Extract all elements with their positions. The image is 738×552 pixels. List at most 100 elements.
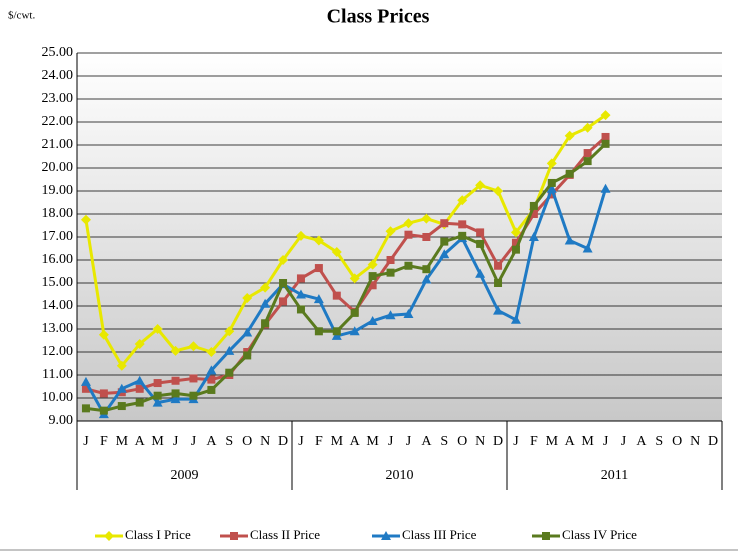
- y-tick-label: 17.00: [42, 229, 74, 244]
- point: [171, 389, 180, 398]
- point: [601, 139, 610, 148]
- x-tick-label: S: [440, 434, 448, 449]
- point: [206, 365, 217, 375]
- point: [547, 190, 556, 199]
- point: [206, 347, 217, 357]
- point: [600, 110, 611, 121]
- x-tick-label: J: [603, 434, 609, 449]
- point: [260, 298, 271, 308]
- x-tick-label: F: [530, 434, 538, 449]
- x-tick-label: J: [83, 434, 89, 449]
- x-tick-label: O: [672, 434, 682, 449]
- legend-label: Class IV Price: [562, 527, 637, 542]
- x-tick-label: F: [100, 434, 108, 449]
- legend-label: Class III Price: [402, 527, 477, 542]
- point: [421, 274, 432, 284]
- series-line: [84, 113, 607, 368]
- point: [476, 228, 485, 237]
- x-tick-label: J: [621, 434, 627, 449]
- x-tick-label: O: [457, 434, 467, 449]
- x-tick-label: M: [331, 434, 344, 449]
- point: [117, 402, 126, 411]
- point: [547, 178, 556, 187]
- point: [494, 279, 503, 287]
- point: [511, 238, 520, 247]
- y-tick-label: 12.00: [42, 344, 74, 359]
- x-tick-label: D: [493, 434, 503, 449]
- x-tick-label: M: [116, 434, 129, 449]
- point: [260, 282, 271, 293]
- x-tick-label: J: [191, 434, 197, 449]
- y-tick-label: 23.00: [42, 91, 74, 106]
- point: [583, 149, 592, 158]
- point: [421, 213, 432, 224]
- point: [528, 232, 539, 241]
- x-tick-label: N: [475, 434, 485, 449]
- point: [582, 243, 593, 253]
- point: [564, 235, 575, 245]
- point: [81, 384, 90, 393]
- x-tick-label: A: [636, 434, 647, 449]
- y-tick-label: 15.00: [42, 275, 74, 290]
- point: [153, 379, 162, 388]
- legend-marker: [230, 532, 238, 540]
- point: [457, 195, 468, 206]
- point: [313, 294, 324, 304]
- point: [243, 351, 252, 360]
- x-tick-label: J: [406, 434, 412, 449]
- point: [601, 132, 610, 141]
- point: [367, 259, 378, 270]
- x-tick-label: M: [366, 434, 379, 449]
- point: [546, 183, 557, 193]
- x-tick-label: M: [581, 434, 594, 449]
- point: [135, 398, 144, 407]
- point: [386, 268, 395, 277]
- point: [564, 130, 575, 141]
- legend-marker: [104, 531, 114, 541]
- point: [296, 274, 305, 283]
- point: [475, 268, 486, 278]
- point: [440, 237, 449, 246]
- point: [332, 327, 341, 336]
- point: [152, 397, 163, 407]
- point: [296, 305, 305, 314]
- x-tick-label: D: [708, 434, 718, 449]
- point: [422, 233, 431, 241]
- point: [403, 218, 414, 229]
- point: [422, 265, 431, 274]
- point: [80, 376, 91, 386]
- point: [511, 245, 520, 254]
- y-tick-label: 22.00: [42, 114, 74, 129]
- point: [565, 169, 574, 178]
- point: [152, 324, 163, 334]
- point: [385, 310, 396, 320]
- point: [368, 281, 377, 290]
- y-tick-label: 14.00: [42, 298, 74, 313]
- y-tick-label: 20.00: [42, 160, 74, 175]
- point: [99, 406, 108, 415]
- point: [170, 345, 181, 356]
- point: [386, 256, 395, 264]
- point: [189, 391, 198, 400]
- x-tick-label: J: [173, 434, 179, 449]
- point: [295, 289, 306, 299]
- y-tick-label: 18.00: [42, 206, 74, 221]
- point: [367, 315, 378, 325]
- point: [332, 291, 341, 300]
- point: [295, 230, 306, 241]
- point: [188, 341, 199, 352]
- point: [170, 394, 181, 404]
- point: [404, 230, 413, 239]
- point: [349, 326, 360, 336]
- x-tick-label: D: [278, 434, 288, 449]
- x-tick-label: A: [206, 434, 217, 449]
- point: [331, 246, 342, 257]
- point: [314, 264, 323, 273]
- y-tick-label: 10.00: [42, 390, 74, 405]
- x-tick-label: J: [388, 434, 394, 449]
- point: [546, 158, 557, 169]
- point: [153, 391, 162, 400]
- point: [440, 219, 449, 228]
- point: [314, 327, 323, 336]
